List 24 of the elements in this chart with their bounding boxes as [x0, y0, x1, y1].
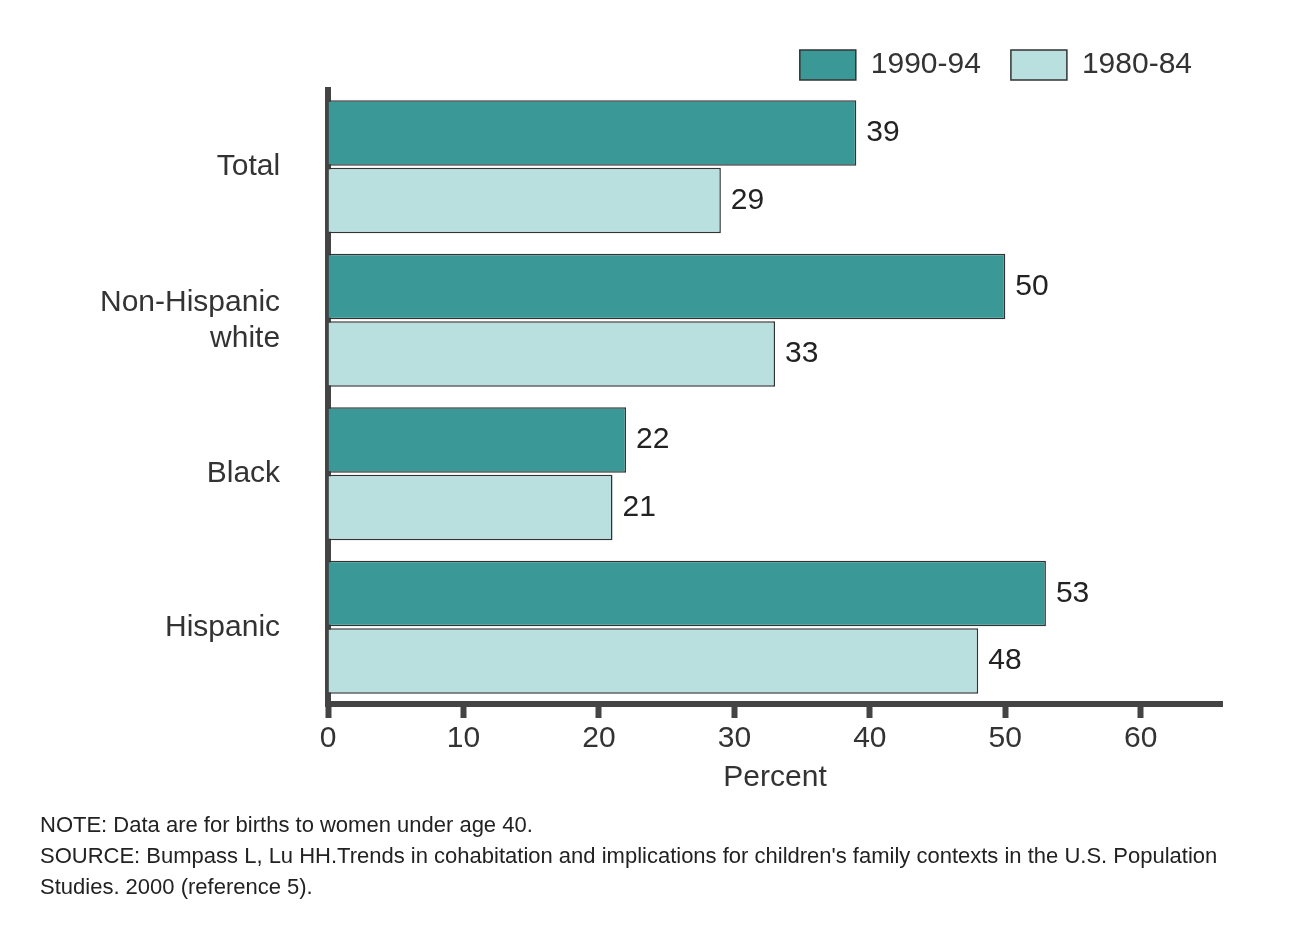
data-label: 53 [1055, 574, 1090, 608]
data-label: 29 [730, 181, 765, 215]
data-label: 48 [988, 642, 1022, 676]
legend-label: 1980-84 [1081, 46, 1193, 80]
x-tick-label: 30 [717, 720, 752, 754]
x-tick-label: 40 [853, 720, 887, 754]
y-tick-label: Hispanic [165, 608, 281, 642]
x-tick-label: 60 [1124, 720, 1158, 754]
legend-label: 1990-94 [870, 46, 981, 80]
text: NOTE: Data are for births to women under age 40. [40, 811, 534, 839]
x-tick-label: 20 [582, 720, 616, 754]
data-label: 39 [866, 114, 900, 148]
source-note: SOURCE: Bumpass L, Lu HH.Trends in cohabitation and implications for children's family contexts in the U.S. Population Studies. 2000 (reference 5). [40, 841, 1219, 901]
data-label: 22 [636, 421, 670, 455]
data-label: 50 [1015, 267, 1049, 301]
y-tick-label: Non-Hispanic white [100, 283, 281, 353]
x-axis-title: Percent [723, 759, 828, 793]
data-label: 33 [785, 335, 819, 369]
x-tick-label: 0 [319, 720, 337, 754]
x-tick-label: 10 [446, 720, 481, 754]
data-label: 21 [622, 488, 656, 522]
y-tick-label: Black [206, 455, 282, 489]
y-tick-label: Total [216, 148, 281, 182]
x-tick-label: 50 [988, 720, 1022, 754]
